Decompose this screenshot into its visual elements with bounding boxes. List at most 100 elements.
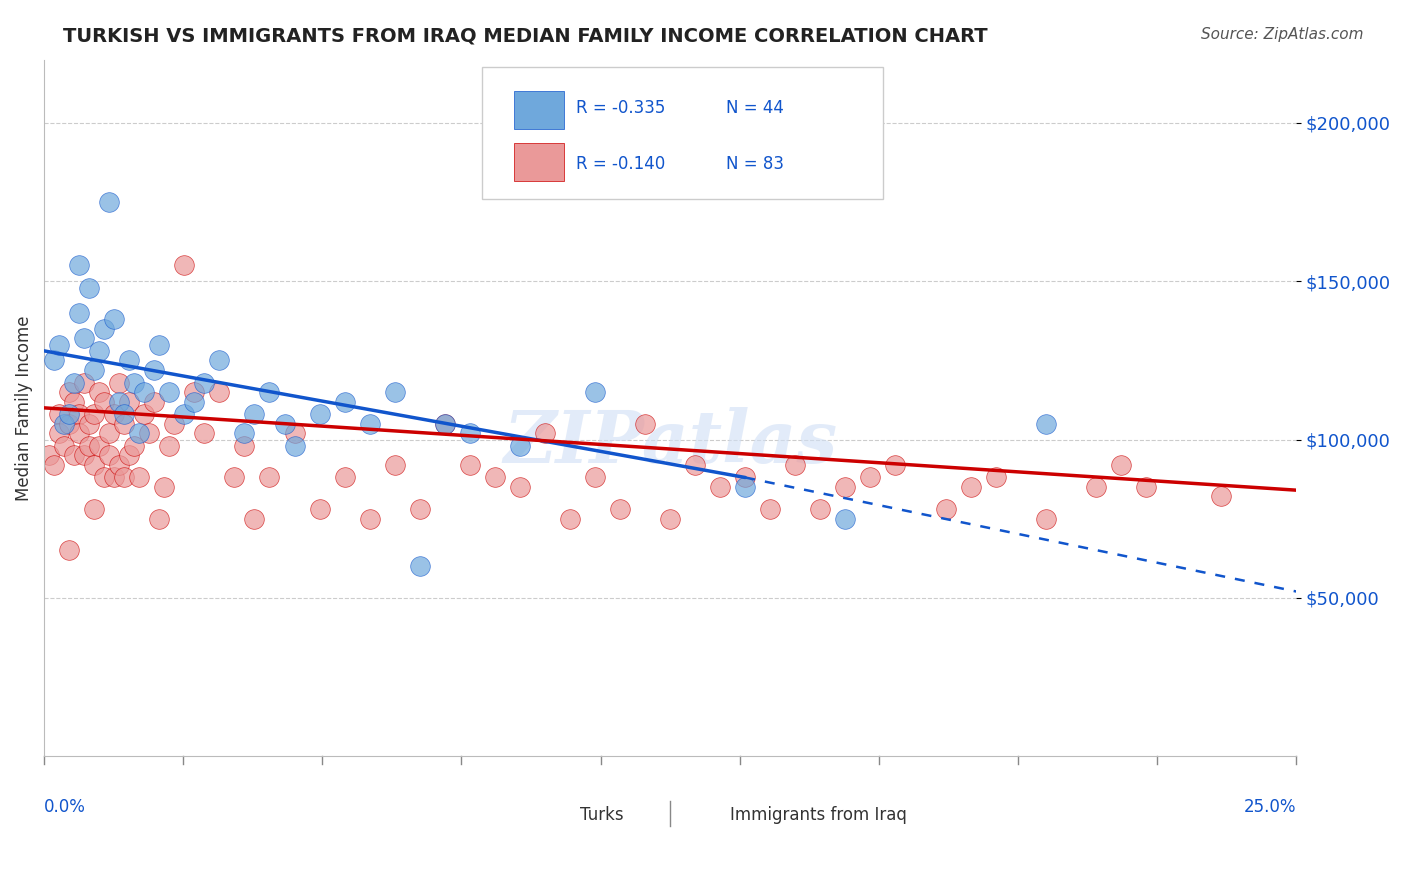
Point — [634, 417, 657, 431]
Point — [58, 407, 80, 421]
Point — [73, 448, 96, 462]
FancyBboxPatch shape — [689, 805, 720, 826]
Point — [273, 417, 295, 431]
Point — [173, 259, 195, 273]
Text: Source: ZipAtlas.com: Source: ZipAtlas.com — [1201, 27, 1364, 42]
Point — [48, 407, 70, 421]
Text: 0.0%: 0.0% — [44, 797, 86, 816]
Point — [134, 407, 156, 421]
Point — [583, 470, 606, 484]
Point — [83, 407, 105, 421]
Y-axis label: Median Family Income: Median Family Income — [15, 315, 32, 500]
Point — [1209, 490, 1232, 504]
Point — [859, 470, 882, 484]
Point — [409, 559, 432, 574]
Point — [83, 458, 105, 472]
Point — [122, 376, 145, 390]
Point — [433, 417, 456, 431]
Point — [759, 502, 782, 516]
Point — [112, 407, 135, 421]
Point — [583, 384, 606, 399]
Point — [89, 343, 111, 358]
Point — [834, 480, 856, 494]
Point — [359, 417, 381, 431]
Point — [77, 417, 100, 431]
Point — [734, 470, 756, 484]
Point — [333, 394, 356, 409]
Point — [128, 470, 150, 484]
Point — [283, 439, 305, 453]
Point — [1035, 511, 1057, 525]
Point — [959, 480, 981, 494]
Point — [433, 417, 456, 431]
Point — [112, 470, 135, 484]
Point — [108, 376, 131, 390]
Point — [63, 448, 86, 462]
Point — [122, 439, 145, 453]
Point — [233, 426, 256, 441]
Point — [53, 417, 76, 431]
Point — [734, 480, 756, 494]
Point — [785, 458, 807, 472]
Point — [103, 470, 125, 484]
Point — [193, 426, 215, 441]
Point — [283, 426, 305, 441]
Point — [709, 480, 731, 494]
Point — [58, 417, 80, 431]
Point — [42, 353, 65, 368]
Point — [193, 376, 215, 390]
Point — [98, 426, 121, 441]
Point — [558, 511, 581, 525]
Point — [67, 306, 90, 320]
Point — [259, 470, 281, 484]
Text: R = -0.140: R = -0.140 — [576, 155, 665, 173]
Point — [183, 384, 205, 399]
Point — [458, 458, 481, 472]
Text: Immigrants from Iraq: Immigrants from Iraq — [730, 806, 907, 824]
Point — [118, 394, 141, 409]
Point — [103, 312, 125, 326]
Point — [67, 426, 90, 441]
Point — [208, 353, 231, 368]
Point — [143, 363, 166, 377]
Point — [163, 417, 186, 431]
Point — [1035, 417, 1057, 431]
FancyBboxPatch shape — [482, 67, 883, 199]
Point — [183, 394, 205, 409]
Point — [359, 511, 381, 525]
Point — [243, 511, 266, 525]
Point — [67, 259, 90, 273]
Point — [1109, 458, 1132, 472]
Point — [148, 511, 170, 525]
Point — [333, 470, 356, 484]
Point — [63, 394, 86, 409]
Point — [58, 543, 80, 558]
Point — [384, 458, 406, 472]
Point — [208, 384, 231, 399]
Point — [243, 407, 266, 421]
Point — [98, 448, 121, 462]
Point — [73, 331, 96, 345]
Point — [63, 376, 86, 390]
Point — [58, 384, 80, 399]
Point — [808, 502, 831, 516]
Text: R = -0.335: R = -0.335 — [576, 99, 665, 118]
Point — [509, 480, 531, 494]
Point — [112, 417, 135, 431]
Point — [89, 439, 111, 453]
Point — [89, 384, 111, 399]
Point — [157, 439, 180, 453]
Point — [173, 407, 195, 421]
Point — [93, 394, 115, 409]
Point — [73, 376, 96, 390]
Point — [935, 502, 957, 516]
Point — [42, 458, 65, 472]
Point — [83, 363, 105, 377]
Point — [93, 321, 115, 335]
Point — [509, 439, 531, 453]
Point — [108, 394, 131, 409]
Text: TURKISH VS IMMIGRANTS FROM IRAQ MEDIAN FAMILY INCOME CORRELATION CHART: TURKISH VS IMMIGRANTS FROM IRAQ MEDIAN F… — [63, 27, 988, 45]
Point — [38, 448, 60, 462]
Point — [659, 511, 682, 525]
Point — [1084, 480, 1107, 494]
